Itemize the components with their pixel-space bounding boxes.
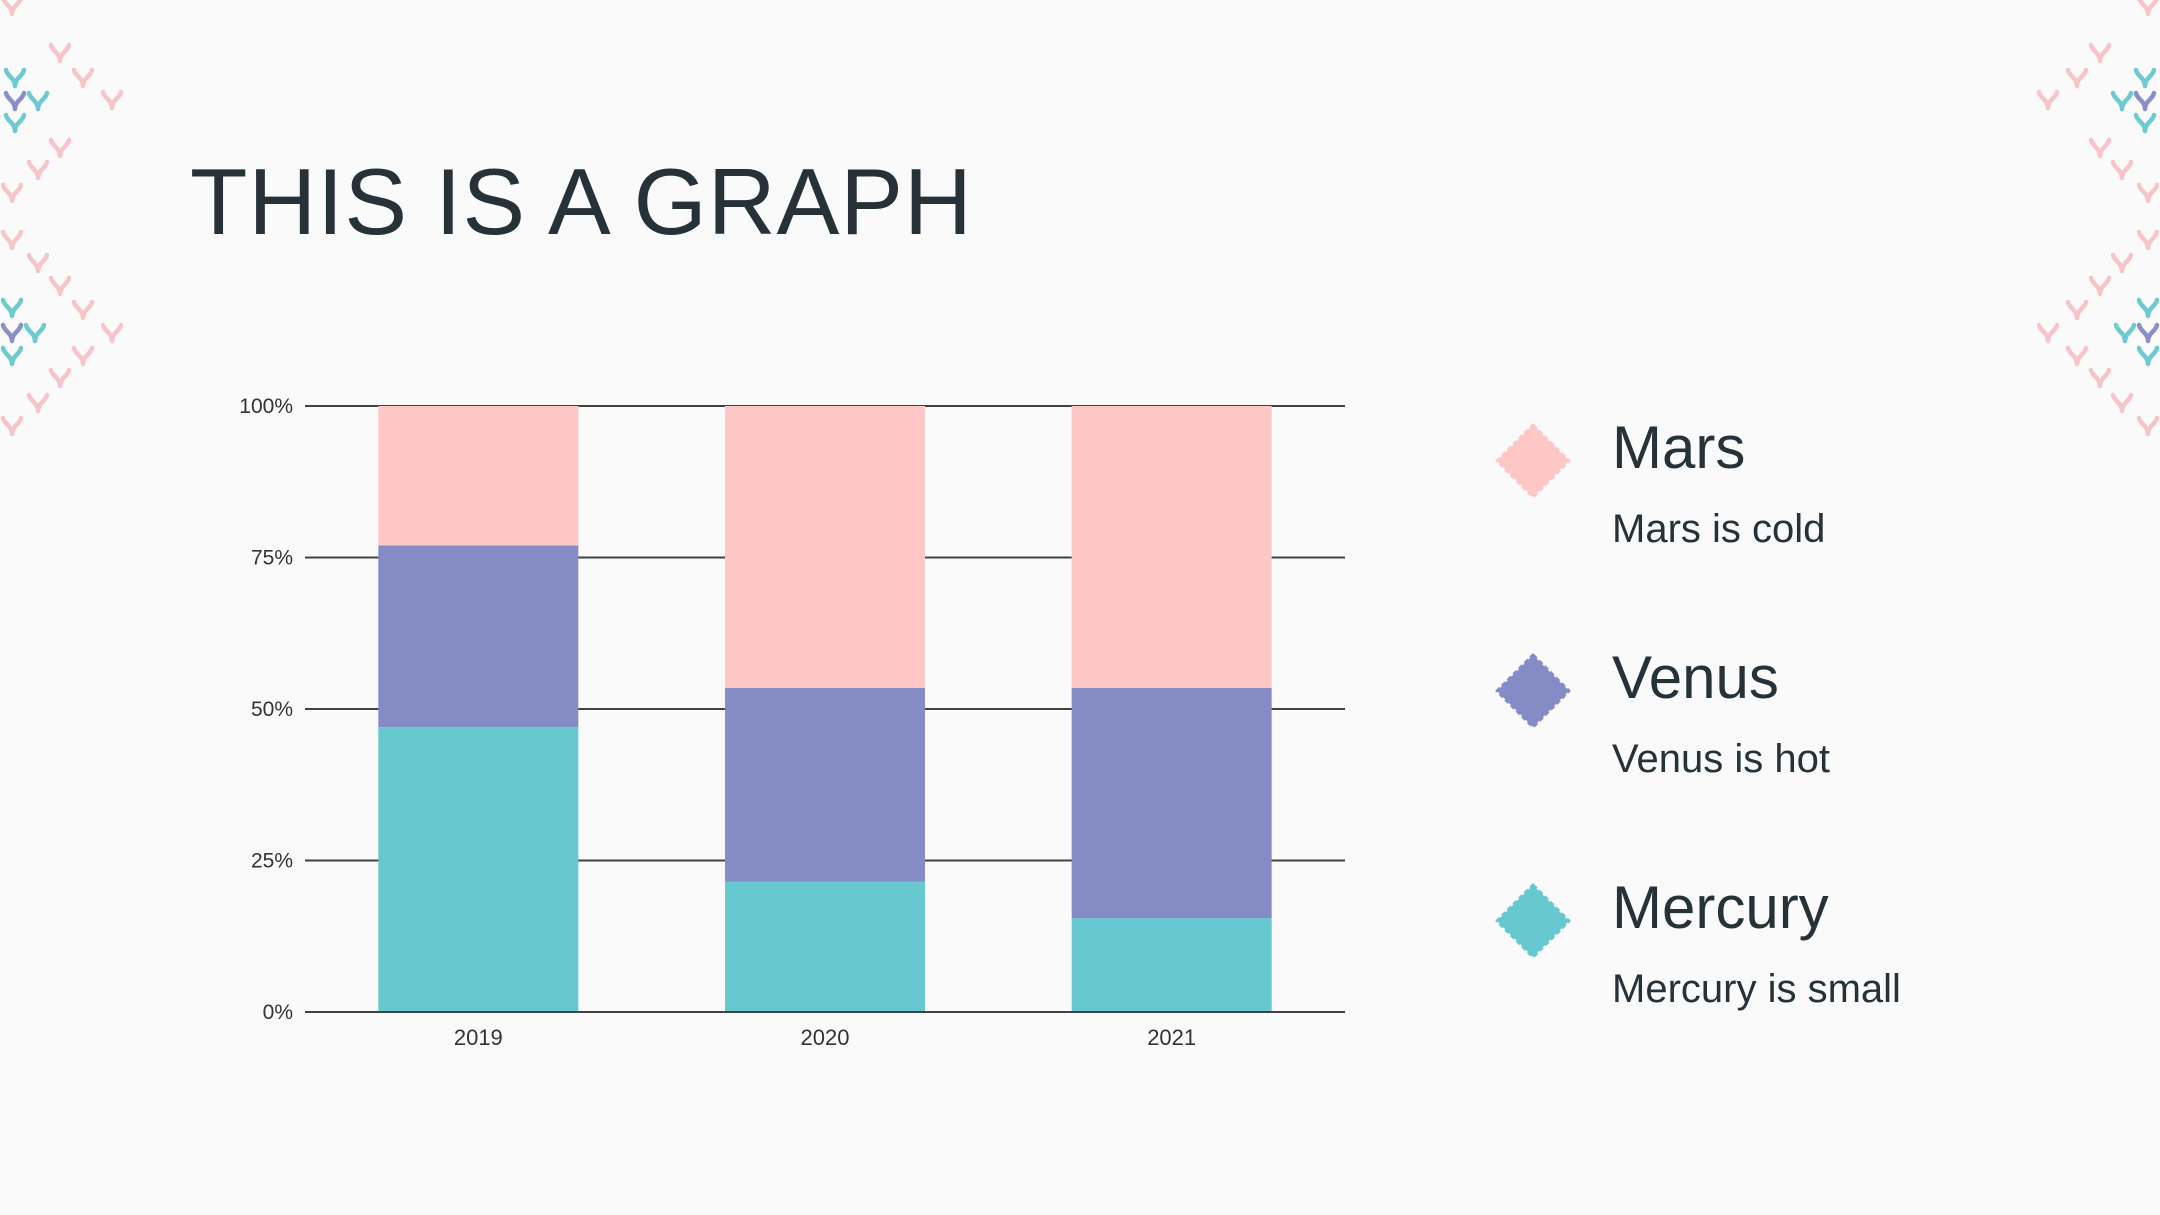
leaf-icon — [0, 297, 24, 319]
legend: Mars Mars is cold Venus Venus is hot Mer… — [1495, 415, 2095, 1105]
y-tick-label: 100% — [239, 395, 293, 418]
leaf-icon — [0, 229, 24, 251]
leaf-icon — [3, 67, 27, 89]
leaf-icon — [100, 89, 124, 111]
leaf-icon — [2088, 275, 2112, 297]
bar-venus-2019 — [378, 545, 579, 728]
diamond-shape — [1495, 423, 1571, 499]
diamond-icon — [1495, 653, 1571, 729]
bar-mars-2019 — [378, 406, 579, 546]
leaf-icon — [2088, 42, 2112, 64]
x-tick-label: 2020 — [801, 1025, 850, 1050]
leaf-icon — [2110, 392, 2134, 414]
leaf-pattern-right — [2036, 0, 2160, 437]
leaf-icon — [26, 252, 50, 274]
bar-mercury-2019 — [378, 727, 579, 1012]
y-tick-label: 25% — [251, 850, 293, 873]
leaf-icon — [2088, 367, 2112, 389]
leaf-icon — [2133, 67, 2157, 89]
leaf-icon — [0, 182, 24, 204]
leaf-icon — [0, 345, 24, 367]
leaf-icon — [26, 159, 50, 181]
bar-venus-2021 — [1071, 687, 1272, 919]
leaf-icon — [2110, 90, 2134, 112]
leaf-icon — [48, 42, 72, 64]
leaf-icon — [2133, 90, 2157, 112]
leaf-icon — [2137, 0, 2159, 17]
legend-description: Mercury is small — [1612, 967, 1901, 1011]
leaf-icon — [3, 112, 27, 134]
leaf-icon — [2133, 112, 2157, 134]
leaf-icon — [48, 275, 72, 297]
leaf-icon — [2136, 322, 2160, 344]
leaf-icon — [2065, 67, 2089, 89]
leaf-icon — [48, 367, 72, 389]
diamond-icon — [1495, 883, 1571, 959]
y-tick-label: 0% — [263, 1001, 293, 1024]
bar-venus-2020 — [725, 687, 925, 882]
x-tick-label: 2021 — [1147, 1025, 1196, 1050]
leaf-icon — [2088, 137, 2112, 159]
legend-item-mars: Mars Mars is cold — [1495, 415, 2095, 645]
leaf-icon — [2036, 89, 2060, 111]
bar-mars-2020 — [725, 406, 925, 688]
bar-mars-2021 — [1071, 406, 1272, 688]
leaf-icon — [0, 415, 24, 437]
leaf-icon — [26, 90, 50, 112]
diamond-shape — [1495, 653, 1571, 729]
legend-name: Venus — [1612, 644, 1779, 711]
leaf-icon — [71, 299, 95, 321]
leaf-icon — [2113, 322, 2137, 344]
leaf-icon — [3, 90, 27, 112]
leaf-pattern-left — [0, 0, 124, 437]
leaf-icon — [2065, 299, 2089, 321]
legend-item-venus: Venus Venus is hot — [1495, 645, 2095, 875]
leaf-icon — [2110, 252, 2134, 274]
leaf-icon — [2136, 229, 2160, 251]
leaf-icon — [0, 322, 24, 344]
stacked-bar-chart: 0% 25% 50% 75% 100% 2019 2020 2021 — [239, 395, 1345, 1050]
leaf-icon — [1, 0, 23, 17]
y-tick-label: 75% — [251, 547, 293, 570]
bar-mercury-2020 — [725, 881, 925, 1012]
legend-description: Mars is cold — [1612, 507, 1826, 551]
bars — [378, 406, 1272, 1012]
bar-mercury-2021 — [1071, 918, 1272, 1012]
leaf-icon — [2136, 182, 2160, 204]
leaf-icon — [2036, 322, 2060, 344]
legend-name: Mars — [1612, 414, 1746, 481]
legend-item-mercury: Mercury Mercury is small — [1495, 875, 2095, 1105]
diamond-shape — [1495, 883, 1571, 959]
leaf-icon — [26, 392, 50, 414]
leaf-icon — [2136, 345, 2160, 367]
leaf-icon — [71, 67, 95, 89]
leaf-icon — [71, 345, 95, 367]
page-title: THIS IS A GRAPH — [190, 149, 973, 254]
legend-name: Mercury — [1612, 874, 1829, 941]
y-tick-label: 50% — [251, 698, 293, 721]
leaf-icon — [2110, 159, 2134, 181]
leaf-icon — [2136, 297, 2160, 319]
axis-labels: 0% 25% 50% 75% 100% 2019 2020 2021 — [239, 395, 1196, 1050]
legend-description: Venus is hot — [1612, 737, 1830, 781]
leaf-icon — [48, 137, 72, 159]
x-tick-label: 2019 — [454, 1025, 503, 1050]
leaf-icon — [2065, 345, 2089, 367]
leaf-icon — [100, 322, 124, 344]
leaf-icon — [2136, 415, 2160, 437]
diamond-icon — [1495, 423, 1571, 499]
leaf-icon — [23, 322, 47, 344]
